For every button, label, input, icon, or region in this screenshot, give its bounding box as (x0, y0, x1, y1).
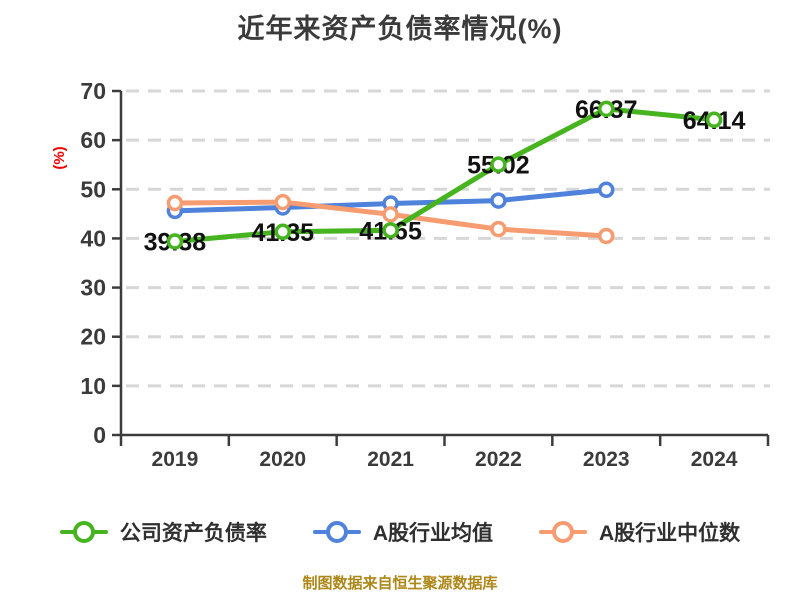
legend-label-2: A股行业中位数 (599, 522, 741, 545)
x-tick-label-2020: 2020 (259, 448, 306, 471)
y-axis-unit-label: (%) (51, 146, 68, 169)
x-tick-label-2023: 2023 (583, 448, 630, 471)
legend-item-2: A股行业中位数 (539, 517, 740, 547)
chart-legend: 公司资产负债率 A股行业均值 A股行业中位数 (0, 517, 800, 547)
legend-item-1: A股行业均值 (312, 517, 493, 547)
legend-line-circle-icon (59, 520, 108, 544)
legend-label-1: A股行业均值 (372, 522, 493, 545)
x-tick-label-2021: 2021 (367, 448, 414, 471)
marker-A股行业中位数-2021 (382, 206, 399, 223)
series-line-0 (172, 106, 717, 244)
y-tick-label-50: 50 (80, 176, 106, 202)
x-tick-label-2019: 2019 (152, 448, 199, 471)
y-tick-label-60: 60 (80, 127, 106, 153)
legend-dot (72, 521, 95, 543)
y-tick-label-10: 10 (80, 373, 106, 399)
marker-A股行业中位数-2022 (490, 220, 507, 238)
marker-公司资产负债率-2022 (490, 156, 507, 173)
marker-公司资产负债率-2019 (166, 233, 184, 250)
marker-A股行业均值-2022 (490, 192, 507, 209)
marker-公司资产负债率-2023 (598, 100, 615, 118)
y-tick-label-30: 30 (80, 275, 106, 301)
source-note: 制图数据来自恒生聚源数据库 (302, 575, 498, 592)
x-tick-label-2024: 2024 (691, 448, 738, 471)
marker-A股行业中位数-2023 (598, 227, 615, 245)
marker-公司资产负债率-2020 (274, 223, 291, 241)
marker-A股行业中位数-2019 (166, 194, 184, 212)
line-chart-plot: 0 10 20 30 40 50 60 70 2019 2020 2021 2022 2023 2024 (… (51, 78, 770, 471)
legend-dot (325, 521, 348, 543)
marker-A股行业中位数-2020 (274, 193, 291, 211)
x-tick-label-2022: 2022 (475, 448, 522, 471)
marker-公司资产负债率-2021 (382, 222, 399, 239)
y-tick-label-0: 0 (93, 422, 106, 448)
y-tick-label-70: 70 (80, 78, 106, 104)
legend-line-circle-icon (539, 520, 587, 544)
legend-label-0: 公司资产负债率 (119, 522, 267, 545)
marker-公司资产负债率-2024 (705, 111, 723, 129)
y-tick-label-20: 20 (80, 324, 106, 350)
legend-item-0: 公司资产负债率 (59, 517, 267, 547)
y-tick-label-40: 40 (80, 225, 106, 251)
legend-dot (552, 521, 574, 543)
marker-A股行业均值-2023 (598, 181, 615, 199)
chart-title: 近年来资产负债率情况(%) (237, 14, 563, 44)
legend-line-circle-icon (312, 520, 361, 544)
